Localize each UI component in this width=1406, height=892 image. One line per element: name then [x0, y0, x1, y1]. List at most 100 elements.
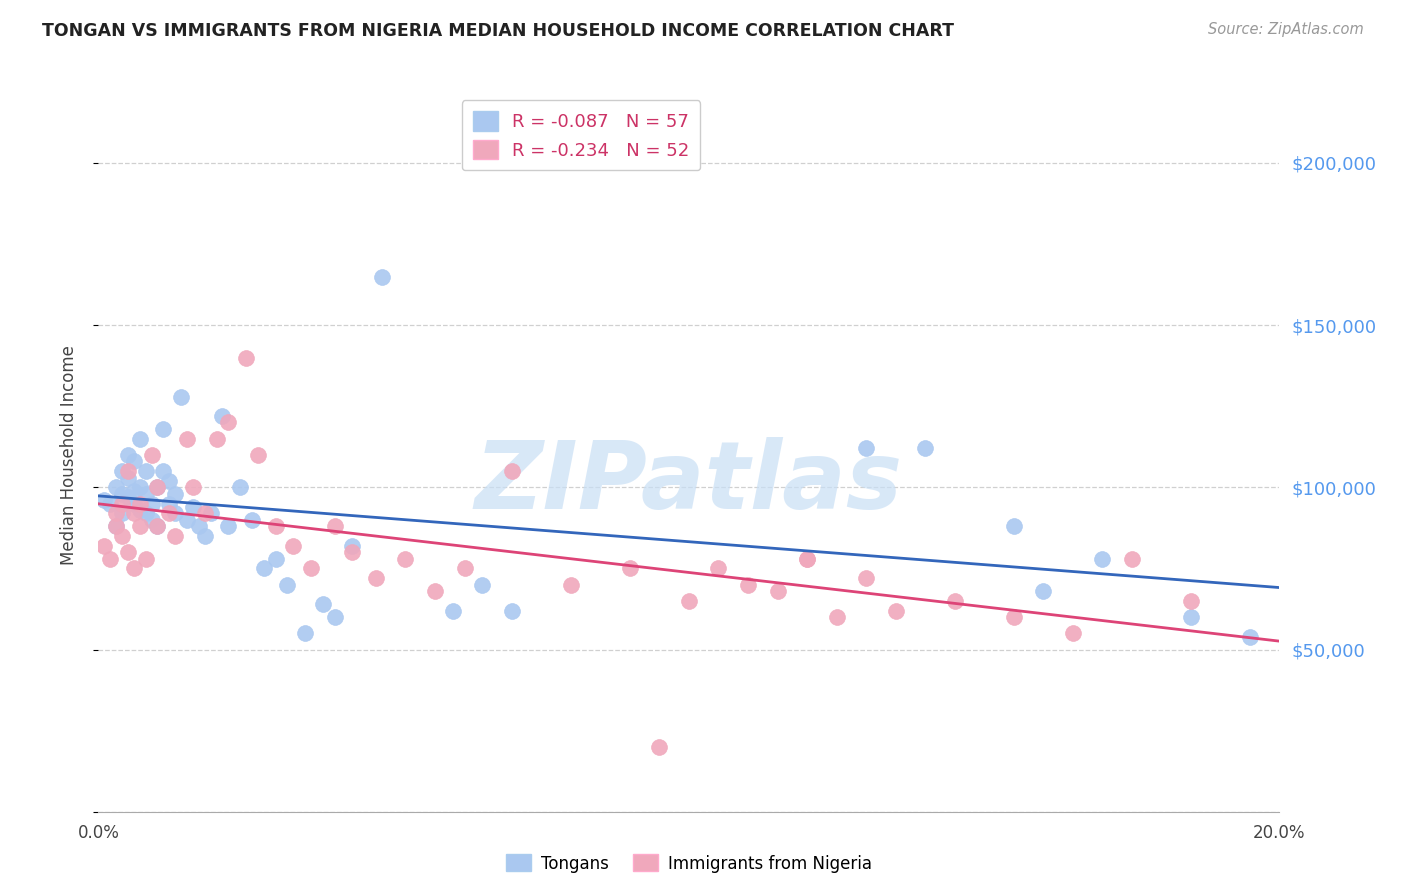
- Point: [187, 519, 209, 533]
- Point: [299, 561, 322, 575]
- Point: [128, 497, 150, 511]
- Point: [135, 506, 157, 520]
- Point: [117, 490, 139, 504]
- Point: [165, 506, 187, 520]
- Legend: Tongans, Immigrants from Nigeria: Tongans, Immigrants from Nigeria: [499, 847, 879, 880]
- Point: [501, 464, 523, 478]
- Point: [1002, 519, 1025, 533]
- Point: [217, 519, 239, 533]
- Point: [796, 551, 818, 566]
- Point: [152, 464, 174, 478]
- Point: [1239, 630, 1261, 644]
- Point: [648, 739, 671, 754]
- Point: [471, 577, 494, 591]
- Point: [453, 561, 475, 575]
- Point: [181, 480, 204, 494]
- Point: [200, 506, 222, 520]
- Point: [211, 409, 233, 423]
- Point: [283, 539, 305, 553]
- Point: [235, 351, 257, 365]
- Point: [264, 519, 287, 533]
- Point: [229, 480, 252, 494]
- Point: [194, 529, 217, 543]
- Point: [135, 464, 157, 478]
- Point: [141, 448, 163, 462]
- Point: [146, 480, 169, 494]
- Point: [1121, 551, 1143, 566]
- Point: [1032, 584, 1054, 599]
- Point: [157, 497, 180, 511]
- Point: [364, 571, 387, 585]
- Legend: R = -0.087   N = 57, R = -0.234   N = 52: R = -0.087 N = 57, R = -0.234 N = 52: [461, 100, 700, 170]
- Point: [294, 626, 316, 640]
- Point: [141, 513, 163, 527]
- Point: [855, 442, 877, 456]
- Point: [117, 545, 139, 559]
- Point: [176, 432, 198, 446]
- Text: TONGAN VS IMMIGRANTS FROM NIGERIA MEDIAN HOUSEHOLD INCOME CORRELATION CHART: TONGAN VS IMMIGRANTS FROM NIGERIA MEDIAN…: [42, 22, 955, 40]
- Point: [105, 506, 128, 520]
- Point: [157, 474, 180, 488]
- Point: [312, 597, 335, 611]
- Point: [117, 470, 139, 484]
- Point: [796, 551, 818, 566]
- Point: [128, 480, 150, 494]
- Point: [128, 503, 150, 517]
- Point: [1002, 610, 1025, 624]
- Point: [1062, 626, 1084, 640]
- Point: [246, 448, 269, 462]
- Point: [93, 493, 115, 508]
- Point: [170, 390, 193, 404]
- Point: [146, 519, 169, 533]
- Point: [441, 604, 464, 618]
- Point: [678, 594, 700, 608]
- Point: [884, 604, 907, 618]
- Point: [342, 545, 364, 559]
- Point: [240, 513, 263, 527]
- Point: [217, 416, 239, 430]
- Point: [323, 610, 346, 624]
- Point: [117, 464, 139, 478]
- Point: [825, 610, 848, 624]
- Point: [128, 432, 150, 446]
- Point: [737, 577, 759, 591]
- Point: [122, 454, 145, 468]
- Point: [111, 497, 134, 511]
- Point: [128, 519, 150, 533]
- Point: [1180, 610, 1202, 624]
- Point: [141, 497, 163, 511]
- Point: [855, 571, 877, 585]
- Point: [98, 497, 121, 511]
- Point: [323, 519, 346, 533]
- Point: [135, 487, 157, 501]
- Point: [1180, 594, 1202, 608]
- Point: [501, 604, 523, 618]
- Point: [342, 539, 364, 553]
- Point: [135, 551, 157, 566]
- Point: [423, 584, 446, 599]
- Point: [943, 594, 966, 608]
- Point: [111, 506, 134, 520]
- Point: [560, 577, 582, 591]
- Point: [111, 464, 134, 478]
- Point: [105, 480, 128, 494]
- Point: [146, 519, 169, 533]
- Point: [276, 577, 298, 591]
- Y-axis label: Median Household Income: Median Household Income: [59, 345, 77, 565]
- Point: [165, 529, 187, 543]
- Point: [914, 442, 936, 456]
- Point: [766, 584, 789, 599]
- Point: [619, 561, 641, 575]
- Point: [194, 506, 217, 520]
- Point: [181, 500, 204, 514]
- Point: [264, 551, 287, 566]
- Point: [105, 519, 128, 533]
- Point: [394, 551, 416, 566]
- Point: [157, 506, 180, 520]
- Point: [205, 432, 228, 446]
- Point: [371, 269, 394, 284]
- Point: [1091, 551, 1114, 566]
- Point: [117, 448, 139, 462]
- Point: [98, 551, 121, 566]
- Point: [111, 487, 134, 501]
